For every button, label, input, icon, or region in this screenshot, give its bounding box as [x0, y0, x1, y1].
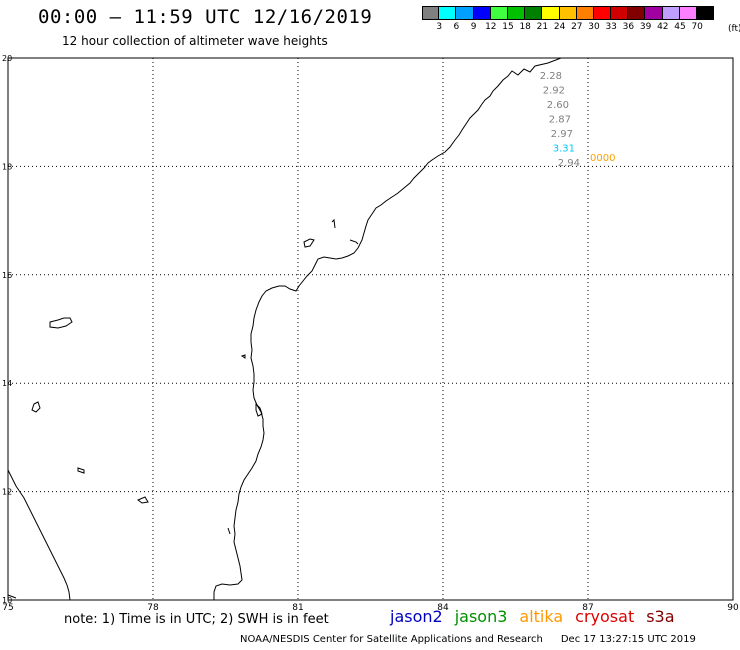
island-5: [303, 238, 315, 248]
latitude-label: 12: [2, 488, 12, 497]
satellite-cryosat: cryosat: [575, 607, 635, 626]
legend-label: 3: [436, 22, 443, 32]
footer-note: note: 1) Time is in UTC; 2) SWH is in fe…: [64, 612, 329, 627]
wave-height-value: 2.87: [549, 115, 571, 126]
legend-swatch: [662, 6, 680, 20]
legend-swatch: [611, 6, 629, 20]
legend-swatch: [576, 6, 594, 20]
legend-swatches: [422, 6, 715, 20]
legend-swatch: [628, 6, 646, 20]
legend-label: 18: [519, 22, 531, 32]
coastline: [7, 57, 562, 601]
island-2: [31, 401, 41, 413]
legend-label: 15: [502, 22, 514, 32]
legend-swatch: [507, 6, 526, 20]
wave-height-value: 2.92: [543, 86, 565, 97]
legend-label: 30: [588, 22, 600, 32]
island-6: [331, 218, 336, 229]
island-8: [227, 527, 231, 535]
satellite-jason2: jason2: [390, 607, 443, 626]
legend-swatch: [456, 6, 474, 20]
map-subtitle: 12 hour collection of altimeter wave hei…: [62, 34, 328, 48]
legend-unit: (ft): [728, 24, 740, 34]
map-frame: [7, 57, 734, 601]
legend-swatch: [422, 6, 440, 20]
legend-swatch: [679, 6, 697, 20]
lat-lon-grid: 75 78 81 84 87 90 20 18 16 14 12 10: [2, 54, 739, 613]
longitude-label: 81: [292, 603, 303, 613]
legend-labels: 3 6 9 12 15 18 21 24 27 30 33 36 39 42 45 70: [422, 20, 714, 34]
generated-timestamp: Dec 17 13:27:15 UTC 2019: [560, 634, 696, 645]
island-4: [137, 496, 149, 504]
legend-swatch: [645, 6, 663, 20]
observations-layer: 2.28 2.92 2.60 2.87 2.97 3.31 2.94 0000: [540, 71, 616, 169]
wave-height-value: 2.28: [540, 71, 562, 82]
legend-label: 12: [485, 22, 497, 32]
wave-height-value: 2.97: [551, 129, 573, 140]
longitude-label: 75: [2, 603, 13, 613]
island-3: [77, 467, 85, 474]
legend-label: 6: [453, 22, 460, 32]
latitude-label: 14: [2, 379, 12, 388]
legend-label: 70: [691, 22, 703, 32]
footer-credit: NOAA/NESDIS Center for Satellite Applica…: [240, 634, 696, 645]
legend-swatch: [490, 6, 508, 20]
legend-label: 24: [553, 22, 566, 32]
legend-label: 21: [536, 22, 549, 32]
island-1: [49, 317, 73, 329]
latitude-label: 20: [2, 54, 12, 63]
latitude-label: 16: [2, 271, 12, 280]
satellite-legend: jason2 jason3 altika cryosat s3a: [390, 607, 687, 626]
legend-label: 36: [622, 22, 635, 32]
legend-swatch: [697, 6, 715, 20]
legend-label: 42: [657, 22, 669, 32]
wave-height-value: 2.60: [547, 100, 569, 111]
longitude-label: 78: [147, 603, 159, 613]
island-9: [240, 354, 246, 359]
credit-text: NOAA/NESDIS Center for Satellite Applica…: [240, 634, 543, 645]
legend-label: 27: [571, 22, 583, 32]
legend-label: 33: [605, 22, 617, 32]
west-coast-india: [7, 469, 71, 601]
wave-height-value: 2.94: [558, 158, 580, 169]
legend-swatch: [473, 6, 491, 20]
delta-lake: [255, 402, 263, 417]
map-title: 00:00 – 11:59 UTC 12/16/2019: [38, 6, 373, 28]
legend-swatch: [525, 6, 543, 20]
legend-swatch: [593, 6, 612, 20]
satellite-altika: altika: [519, 607, 564, 626]
legend-label: 45: [674, 22, 686, 32]
wave-height-value: 3.31: [553, 144, 575, 155]
east-coast-india: [213, 57, 562, 600]
satellite-s3a: s3a: [646, 607, 675, 626]
track-time-marker: 0000: [590, 153, 615, 164]
sri-lanka-hint: [7, 594, 17, 599]
latitude-label: 10: [2, 596, 12, 605]
island-7: [349, 239, 359, 245]
longitude-label: 90: [727, 603, 739, 613]
legend-swatch: [439, 6, 457, 20]
legend-label: 9: [470, 22, 477, 32]
satellite-jason3: jason3: [454, 607, 508, 626]
longitude-label: 84: [437, 603, 449, 613]
legend-swatch: [559, 6, 577, 20]
legend-label: 39: [639, 22, 652, 32]
latitude-label: 18: [2, 162, 12, 171]
longitude-label: 87: [582, 603, 593, 613]
legend-swatch: [542, 6, 560, 20]
